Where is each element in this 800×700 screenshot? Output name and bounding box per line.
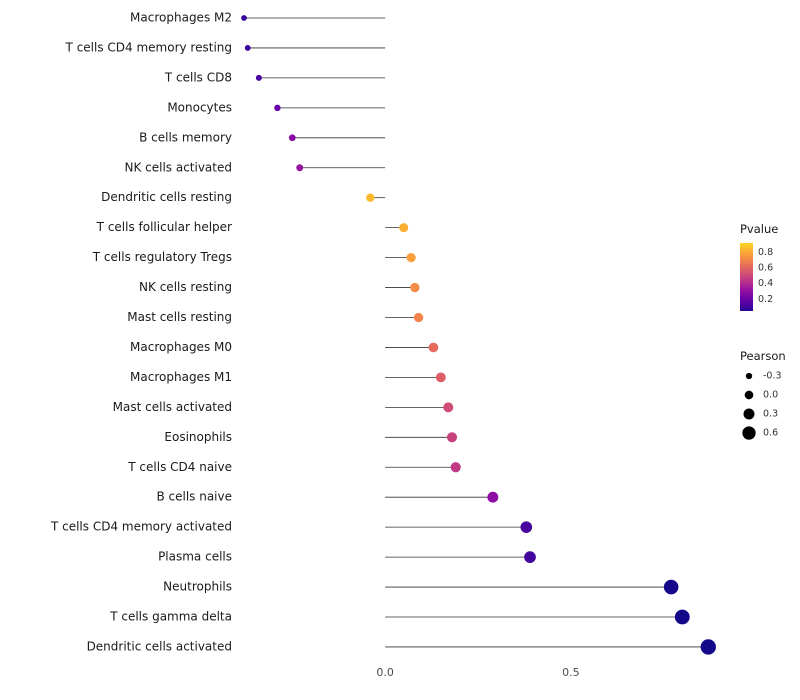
category-label: Macrophages M0 (130, 340, 232, 354)
legend-pearson-title: Pearson (740, 349, 786, 363)
lollipop-dot (435, 372, 446, 383)
category-label: NK cells activated (124, 160, 232, 174)
lollipop-dot (296, 164, 304, 172)
x-tick-label: 0.5 (562, 666, 580, 679)
pvalue-colorbar (740, 243, 753, 311)
category-label: T cells CD4 naive (127, 460, 232, 474)
category-label: T cells regulatory Tregs (92, 250, 232, 264)
lollipop-dot (255, 74, 262, 81)
lollipop-dot (520, 521, 533, 533)
category-label: Monocytes (167, 100, 232, 114)
lollipop-dot (410, 282, 420, 293)
lollipop-dot (663, 579, 679, 595)
lollipop-dot (443, 402, 454, 413)
category-label: B cells memory (139, 130, 232, 144)
pvalue-tick-label: 0.6 (758, 263, 773, 274)
category-label: Dendritic cells resting (101, 190, 232, 204)
category-label: Plasma cells (158, 550, 232, 564)
lollipop-dot (428, 342, 439, 353)
category-label: T cells CD4 memory activated (50, 520, 232, 534)
lollipop-dot (366, 193, 375, 202)
lollipop-dot (244, 45, 251, 51)
category-label: Macrophages M1 (130, 370, 232, 384)
pvalue-tick-label: 0.4 (758, 278, 773, 289)
lollipop-dot (274, 104, 281, 112)
legend-pvalue-title: Pvalue (740, 222, 778, 236)
category-label: Mast cells activated (113, 400, 232, 414)
pearson-size-label: 0.0 (763, 390, 778, 401)
lollipop-dot (446, 432, 458, 443)
lollipop-dot (241, 15, 247, 21)
lollipop-dot (487, 491, 499, 503)
lollipop-dot (406, 253, 416, 263)
pearson-size-dot (745, 372, 753, 380)
category-label: Macrophages M2 (130, 11, 232, 25)
category-label: T cells follicular helper (96, 220, 232, 234)
pearson-size-label: 0.6 (763, 428, 778, 439)
lollipop-dot (674, 609, 690, 625)
lollipop-dot (700, 639, 716, 655)
category-label: T cells gamma delta (109, 610, 232, 624)
category-label: B cells naive (156, 490, 232, 504)
category-label: T cells CD4 memory resting (65, 40, 232, 54)
category-label: NK cells resting (139, 280, 232, 294)
pearson-size-dot (742, 426, 756, 440)
lollipop-dot (413, 312, 424, 323)
pearson-size-dot (744, 390, 754, 400)
pearson-size-label: 0.3 (763, 409, 778, 420)
pearson-size-label: -0.3 (763, 371, 782, 382)
lollipop-dot (288, 134, 296, 142)
lollipop-dot (399, 223, 409, 233)
x-tick-label: 0.0 (376, 666, 394, 679)
category-label: Eosinophils (164, 430, 232, 444)
category-label: Neutrophils (163, 580, 232, 594)
lollipop-dot (524, 551, 536, 563)
pvalue-tick-label: 0.2 (758, 294, 773, 305)
pearson-size-dot (743, 408, 755, 420)
category-label: Dendritic cells activated (87, 639, 232, 653)
lollipop-dot (450, 462, 461, 473)
category-label: Mast cells resting (127, 310, 232, 324)
category-label: T cells CD8 (164, 70, 232, 84)
pvalue-tick-label: 0.8 (758, 247, 773, 258)
